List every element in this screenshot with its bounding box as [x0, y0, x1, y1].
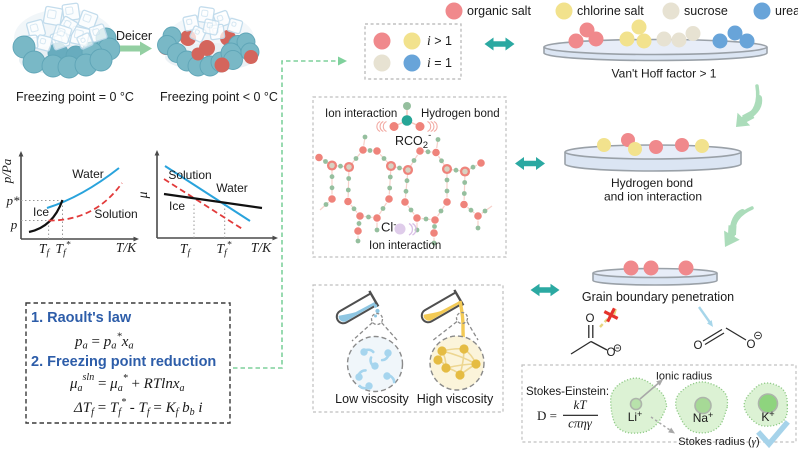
svg-text:Ion interaction: Ion interaction [369, 240, 441, 252]
svg-text:Freezing point < 0 °C: Freezing point < 0 °C [160, 90, 278, 104]
svg-text:p/Pa: p/Pa [0, 158, 14, 184]
svg-text:μ: μ [135, 191, 150, 199]
svg-text:urea: urea [775, 4, 798, 18]
svg-text:Hydrogen bond: Hydrogen bond [611, 176, 693, 190]
svg-text:T/K: T/K [251, 240, 272, 255]
svg-text:organic salt: organic salt [467, 4, 531, 18]
svg-text:Low viscosity: Low viscosity [335, 392, 409, 406]
svg-text:2. Freezing point reduction: 2. Freezing point reduction [31, 354, 216, 370]
svg-text:1. Raoult's law: 1. Raoult's law [31, 310, 132, 326]
svg-text:O: O [747, 339, 756, 351]
svg-text:i > 1: i > 1 [427, 33, 452, 48]
svg-text:Ice: Ice [33, 205, 49, 219]
svg-text:Grain boundary penetration: Grain boundary penetration [582, 290, 734, 304]
svg-text:Ion interaction: Ion interaction [325, 108, 397, 120]
svg-text:Solution: Solution [94, 207, 137, 221]
svg-text:kT: kT [574, 397, 588, 412]
svg-text:O: O [607, 347, 616, 359]
svg-text:p: p [10, 217, 18, 232]
svg-text:RCO2-: RCO2- [395, 130, 431, 151]
svg-text:μasln = μa* + RTlnxa: μasln = μa* + RTlnxa [69, 372, 185, 394]
svg-text:and ion interaction: and ion interaction [604, 190, 702, 204]
svg-text:Van't Hoff factor > 1: Van't Hoff factor > 1 [612, 67, 717, 81]
svg-text:Freezing point = 0 °C: Freezing point = 0 °C [16, 90, 134, 104]
svg-text:Stokes radius (γ): Stokes radius (γ) [678, 436, 759, 448]
svg-text:O: O [586, 313, 595, 325]
svg-text:O: O [694, 340, 703, 352]
svg-text:D =: D = [537, 408, 557, 423]
svg-text:Tf: Tf [39, 241, 51, 259]
svg-text:Water: Water [216, 181, 248, 195]
svg-text:Tf: Tf [180, 241, 192, 259]
svg-text:Stokes-Einstein:: Stokes-Einstein: [526, 386, 609, 398]
svg-text:T/K: T/K [116, 240, 137, 255]
svg-text:High viscosity: High viscosity [417, 392, 494, 406]
svg-text:Solution: Solution [168, 168, 211, 182]
svg-text:Deicer: Deicer [116, 29, 152, 43]
svg-text:Ionic radius: Ionic radius [656, 371, 713, 383]
svg-text:Cl-: Cl- [381, 220, 396, 235]
svg-text:sucrose: sucrose [684, 4, 728, 18]
svg-text:Ice: Ice [169, 199, 185, 213]
svg-text:Hydrogen bond: Hydrogen bond [421, 108, 500, 120]
svg-text:chlorine salt: chlorine salt [577, 4, 644, 18]
svg-text:i = 1: i = 1 [427, 55, 452, 70]
svg-text:cπηγ: cπηγ [568, 416, 593, 431]
svg-text:Water: Water [72, 167, 104, 181]
svg-text:p*: p* [6, 193, 21, 208]
svg-text:ΔTf = Tf* - Tf = Kf bb i: ΔTf = Tf* - Tf = Kf bb i [73, 397, 203, 418]
